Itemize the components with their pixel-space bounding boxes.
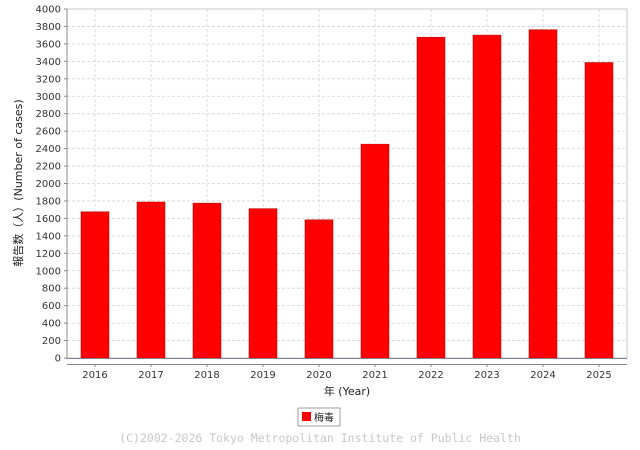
bar-2016 [80, 211, 110, 359]
y-tick-labels: 0 200 400 600 800 1000 1200 1400 1600 1800 2000 220… [36, 5, 67, 365]
copyright-text: (C)2002-2026 Tokyo Metropolitan Institut… [119, 431, 521, 445]
y-axis-label: 報告数（人）(Number of cases) [12, 99, 25, 266]
y-tick-label: 2200 [36, 162, 61, 173]
y-tick-label: 1400 [36, 231, 61, 242]
bar-2019 [248, 208, 278, 359]
bar-2018 [192, 202, 222, 359]
bar-2022 [416, 36, 446, 359]
y-tick-label: 3400 [36, 57, 61, 68]
y-tick-label: 2800 [36, 109, 61, 120]
x-tick-label: 2019 [250, 370, 275, 381]
bar-2025 [584, 62, 614, 359]
x-tick-label: 2025 [586, 370, 611, 381]
y-tick-label: 3000 [36, 92, 61, 103]
x-tick-label: 2024 [530, 370, 555, 381]
x-tick-labels: 2016 2017 2018 2019 2020 2021 2022 2023 2024 2025 [82, 364, 612, 381]
y-tick-label: 3600 [36, 39, 61, 50]
x-tick-label: 2023 [474, 370, 499, 381]
y-tick-label: 400 [42, 319, 61, 330]
y-tick-label: 1000 [36, 266, 61, 277]
bar-2020 [304, 219, 334, 359]
x-tick-label: 2016 [82, 370, 107, 381]
y-tick-label: 800 [42, 284, 61, 295]
y-tick-label: 1600 [36, 214, 61, 225]
y-tick-label: 2600 [36, 127, 61, 138]
x-axis-label: 年 (Year) [324, 384, 370, 398]
y-tick-label: 3800 [36, 22, 61, 33]
x-tick-label: 2018 [194, 370, 219, 381]
y-tick-label: 0 [55, 354, 61, 365]
y-tick-label: 200 [42, 336, 61, 347]
legend: 梅毒 [297, 407, 341, 427]
y-tick-label: 1800 [36, 196, 61, 207]
y-tick-label: 3200 [36, 74, 61, 85]
x-tick-label: 2017 [138, 370, 163, 381]
x-tick-label: 2020 [306, 370, 331, 381]
y-tick-label: 4000 [36, 5, 61, 16]
x-tick-label: 2021 [362, 370, 387, 381]
bar-2023 [472, 34, 502, 359]
x-tick-label: 2022 [418, 370, 443, 381]
y-tick-label: 2000 [36, 179, 61, 190]
y-tick-label: 600 [42, 301, 61, 312]
bar-2024 [528, 29, 558, 359]
bar-2021 [360, 143, 390, 359]
bar-2017 [136, 201, 166, 359]
bars [80, 29, 614, 359]
legend-swatch [302, 412, 311, 421]
y-tick-label: 1200 [36, 249, 61, 260]
legend-label: 梅毒 [314, 411, 334, 424]
y-tick-label: 2400 [36, 144, 61, 155]
